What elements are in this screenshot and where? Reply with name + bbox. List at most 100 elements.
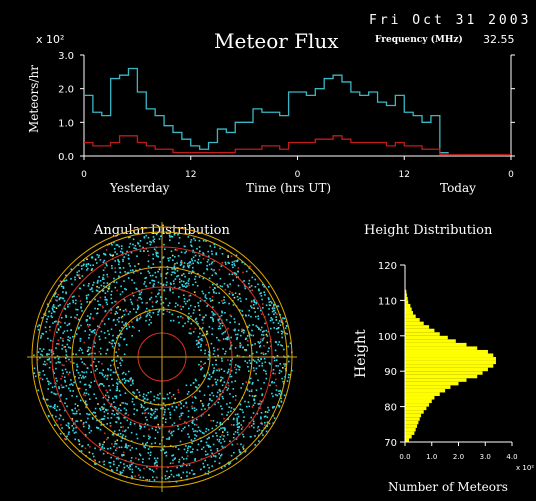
- angular-dot: [68, 427, 71, 429]
- angular-dot: [203, 375, 205, 378]
- angular-dot: [117, 413, 119, 415]
- angular-dot: [106, 290, 109, 293]
- angular-dot: [182, 266, 185, 269]
- angular-dot: [220, 427, 222, 430]
- angular-dot: [192, 331, 195, 333]
- angular-dot: [162, 257, 164, 259]
- angular-dot: [177, 274, 180, 277]
- angular-dot: [104, 292, 107, 294]
- angular-dot: [283, 317, 286, 320]
- angular-dot: [201, 328, 203, 330]
- angular-dot: [196, 449, 199, 451]
- angular-dot: [269, 304, 272, 307]
- angular-dot: [235, 438, 238, 440]
- angular-dot: [208, 467, 210, 469]
- angular-dot: [218, 292, 220, 294]
- angular-dot: [284, 365, 286, 367]
- angular-dot: [265, 333, 268, 336]
- angular-dot: [213, 246, 216, 248]
- angular-dot: [124, 402, 127, 405]
- angular-dot: [117, 409, 119, 412]
- angular-dot: [86, 367, 89, 369]
- angular-dot: [95, 397, 97, 399]
- angular-dot: [252, 382, 254, 384]
- angular-dot: [155, 255, 158, 257]
- angular-dot: [52, 310, 55, 313]
- angular-dot: [239, 366, 241, 369]
- angular-dot: [228, 273, 231, 276]
- angular-dot: [199, 314, 201, 316]
- angular-dot: [263, 416, 266, 418]
- angular-dot: [79, 374, 81, 377]
- angular-dot: [264, 370, 267, 373]
- angular-dot: [55, 377, 57, 380]
- angular-dot: [113, 241, 115, 244]
- angular-dot: [107, 318, 110, 320]
- angular-dot: [214, 403, 216, 406]
- angular-dot: [209, 378, 211, 380]
- angular-dot: [211, 333, 213, 336]
- angular-dot: [205, 297, 208, 300]
- flux-series-line: [84, 67, 449, 154]
- angular-dot: [158, 427, 161, 430]
- angular-dot: [57, 339, 60, 341]
- angular-dot: [190, 384, 192, 386]
- angular-dot: [276, 313, 278, 315]
- angular-dot: [171, 268, 173, 270]
- angular-dot: [203, 465, 205, 468]
- angular-dot: [189, 446, 192, 448]
- angular-dot: [266, 425, 269, 427]
- angular-dot: [260, 309, 262, 312]
- angular-dot: [97, 325, 99, 328]
- angular-dot: [89, 385, 92, 387]
- angular-dot: [278, 406, 281, 408]
- angular-dot: [108, 333, 110, 336]
- angular-dot: [87, 417, 89, 420]
- angular-dot: [215, 424, 218, 427]
- angular-dot: [129, 449, 132, 451]
- angular-dot: [166, 393, 169, 396]
- angular-dot: [178, 237, 181, 239]
- angular-dot: [115, 421, 117, 423]
- angular-dot: [255, 325, 258, 327]
- angular-dot: [102, 261, 105, 263]
- angular-dot: [247, 401, 250, 403]
- angular-dot: [129, 269, 132, 272]
- angular-dot: [126, 465, 128, 467]
- angular-dot: [261, 339, 264, 342]
- angular-dot: [132, 243, 134, 246]
- angular-dot: [80, 358, 82, 360]
- angular-dot: [164, 397, 166, 400]
- angular-dot: [158, 268, 161, 271]
- angular-dot: [234, 292, 237, 294]
- angular-dot: [269, 384, 271, 387]
- angular-dot: [103, 432, 106, 435]
- angular-dot: [229, 283, 231, 285]
- angular-dot: [99, 372, 101, 374]
- angular-dot: [233, 260, 236, 263]
- angular-dot: [95, 333, 97, 336]
- height-bar: [405, 303, 411, 308]
- angular-dot: [284, 332, 287, 334]
- angular-dot: [233, 296, 236, 299]
- angular-dot: [77, 372, 80, 374]
- angular-dot: [180, 263, 183, 266]
- angular-dot: [154, 462, 157, 464]
- angular-dot: [86, 412, 88, 415]
- angular-dot: [117, 306, 119, 308]
- angular-dot: [224, 353, 226, 355]
- angular-dot: [219, 327, 222, 330]
- angular-dot: [166, 470, 168, 473]
- angular-dot: [117, 416, 120, 419]
- angular-dot: [172, 291, 174, 294]
- angular-dot: [242, 446, 244, 448]
- angular-dot: [247, 365, 249, 368]
- angular-dot: [114, 286, 117, 289]
- angular-dot: [101, 374, 104, 376]
- angular-dot: [62, 286, 65, 288]
- angular-dot: [105, 249, 108, 251]
- flux-y-tick-label: 1.0: [58, 118, 74, 129]
- angular-dot: [218, 438, 221, 441]
- angular-dot: [152, 470, 155, 473]
- angular-dot: [190, 244, 192, 247]
